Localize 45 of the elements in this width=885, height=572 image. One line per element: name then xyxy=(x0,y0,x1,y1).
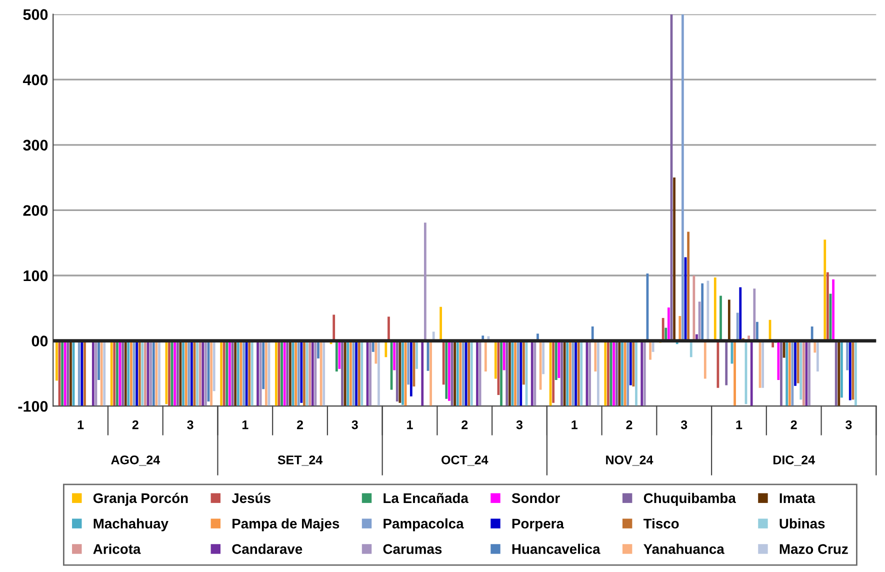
legend-label: Machahuay xyxy=(94,518,168,532)
x-tick-label: 1 xyxy=(736,420,742,430)
text: DIC_24 xyxy=(773,455,815,466)
legend-label: Carumas xyxy=(383,544,442,554)
legend-label: La Encañada xyxy=(384,492,468,504)
x-tick-label: 1 xyxy=(78,420,84,430)
legend-label: Sondor xyxy=(512,492,560,504)
x-tick-label: 2 xyxy=(790,420,797,430)
legend-label: Granja Porcón xyxy=(93,492,188,506)
legend-label: Mazo Cruz xyxy=(780,544,848,554)
legend-label: Jesús xyxy=(232,492,270,504)
text: SET_24 xyxy=(278,455,323,466)
x-tick-label: 3 xyxy=(516,420,523,430)
legend-label: Tisco xyxy=(643,518,679,529)
x-tick-label: 2 xyxy=(462,420,468,430)
legend-label: Pampa de Majes xyxy=(232,518,340,532)
y-tick-label: 300 xyxy=(23,140,48,151)
legend-label: Pampacolca xyxy=(384,518,464,532)
x-tick-label: 2 xyxy=(296,420,303,430)
x-tick-label: 1 xyxy=(242,420,248,430)
x-tick-label: 3 xyxy=(352,420,358,430)
y-tick-label: 200 xyxy=(23,205,48,216)
y-tick-label: 400 xyxy=(22,74,48,86)
legend-label: Yanahuanca xyxy=(644,544,724,554)
y-tick-label: -100 xyxy=(18,400,48,412)
x-tick-label: 1 xyxy=(407,420,413,430)
y-tick-label: 500 xyxy=(23,9,48,20)
x-tick-label: 2 xyxy=(626,420,632,430)
y-tick-label: 100 xyxy=(24,270,48,282)
legend-label: Ubinas xyxy=(780,518,825,529)
legend-label: Imata xyxy=(780,493,816,504)
text: AGO_24 xyxy=(111,455,160,466)
x-tick-label: 3 xyxy=(846,420,852,430)
text: NOV_24 xyxy=(606,455,654,466)
x-tick-label: 1 xyxy=(572,420,578,430)
x-tick-label: 2 xyxy=(132,420,138,430)
legend-label: Chuquibamba xyxy=(644,492,736,506)
legend-label: Porpera xyxy=(512,518,564,532)
text: OCT_24 xyxy=(442,455,488,466)
legend-label: Candarave xyxy=(232,544,302,554)
legend-label: Aricota xyxy=(93,544,141,554)
legend-label: Huancavelica xyxy=(512,544,600,554)
x-tick-label: 3 xyxy=(680,420,688,430)
y-tick-label: 00 xyxy=(32,336,48,347)
x-tick-label: 3 xyxy=(187,420,194,430)
